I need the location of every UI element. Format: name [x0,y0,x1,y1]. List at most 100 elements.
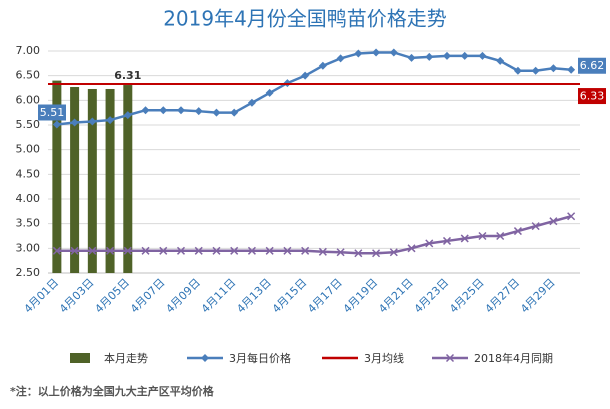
marker [336,248,345,257]
marker [549,64,558,73]
legend-label: 3月每日价格 [229,351,291,365]
marker [177,106,185,115]
bar [87,88,97,273]
data-label: 6.31 [114,69,141,82]
x-tick-label: 4月15日 [270,276,310,316]
x-tick-label: 4月03日 [57,276,97,316]
data-label-box [38,104,66,121]
marker [265,88,274,97]
x-tick-label: 4月11日 [199,276,239,316]
marker [194,107,203,116]
bar [70,87,80,273]
marker [283,246,292,255]
marker [52,120,61,129]
marker [230,246,239,255]
marker [354,49,363,58]
data-label-box [578,57,606,74]
data-label: 5.51 [40,106,65,119]
line [56,51,572,126]
marker [567,212,576,221]
x-tick-label: 4月21日 [376,276,416,316]
note: *注：以上价格为全国九大主产区平均价格 [10,384,215,398]
marker [123,246,132,255]
y-tick-label: 3.50 [16,217,41,230]
bar [52,80,62,273]
y-tick-label: 7.00 [16,44,41,57]
legend-swatch [70,353,90,363]
data-label: 6.33 [580,90,605,103]
marker [70,246,79,255]
legend-label: 本月走势 [104,351,148,365]
marker [389,48,398,57]
y-tick-label: 4.00 [16,192,41,205]
marker [88,117,97,126]
x-tick-label: 4月23日 [412,276,452,316]
marker [336,54,345,63]
bar [105,88,115,273]
y-tick-label: 6.50 [16,69,41,82]
marker [496,56,505,65]
line [56,215,572,255]
marker [407,53,416,62]
x-tick-label: 4月19日 [341,276,381,316]
marker [513,66,522,75]
x-tick-label: 4月17日 [305,276,345,316]
x-tick-label: 4月07日 [128,276,168,316]
legend-label: 2018年4月同期 [474,351,553,365]
x-tick-label: 4月27日 [483,276,523,316]
y-tick-label: 5.50 [16,118,41,131]
marker [549,217,558,226]
marker [123,111,132,120]
marker [194,246,203,255]
marker [531,222,540,231]
legend-marker [201,354,209,362]
bar [123,85,133,273]
marker [247,98,256,107]
marker [460,51,469,60]
marker [531,66,540,75]
x-tick-label: 4月29日 [518,276,558,316]
x-tick-label: 4月09日 [163,276,203,316]
marker [70,118,79,127]
marker [354,249,363,258]
y-tick-label: 3.00 [16,241,41,254]
marker [372,249,381,258]
marker [159,106,168,115]
marker [443,51,451,60]
marker [425,239,434,248]
marker [318,61,327,70]
legend-marker [445,353,455,363]
marker [176,246,186,255]
data-label-box [578,88,606,105]
marker [389,248,398,257]
marker [265,246,274,255]
marker [442,236,452,245]
y-tick-label: 5.00 [16,143,41,156]
data-label: 6.62 [580,59,605,72]
x-tick-label: 4月13日 [234,276,274,316]
marker [212,246,221,255]
marker [141,246,150,255]
marker [407,244,416,253]
marker [318,247,327,256]
marker [230,108,239,117]
y-tick-label: 6.00 [16,93,41,106]
marker [478,51,487,60]
marker [247,246,256,255]
y-tick-label: 4.50 [16,167,41,180]
marker [106,116,115,125]
marker [513,227,522,236]
y-tick-label: 2.50 [16,266,41,279]
marker [52,246,61,255]
marker [301,246,310,255]
marker [301,71,310,80]
marker [88,246,97,255]
x-tick-label: 4月25日 [447,276,487,316]
marker [106,246,115,255]
marker [567,65,576,74]
x-tick-label: 4月05日 [92,276,132,316]
marker [372,48,381,57]
x-tick-label: 4月01日 [22,276,62,316]
marker [212,108,221,117]
